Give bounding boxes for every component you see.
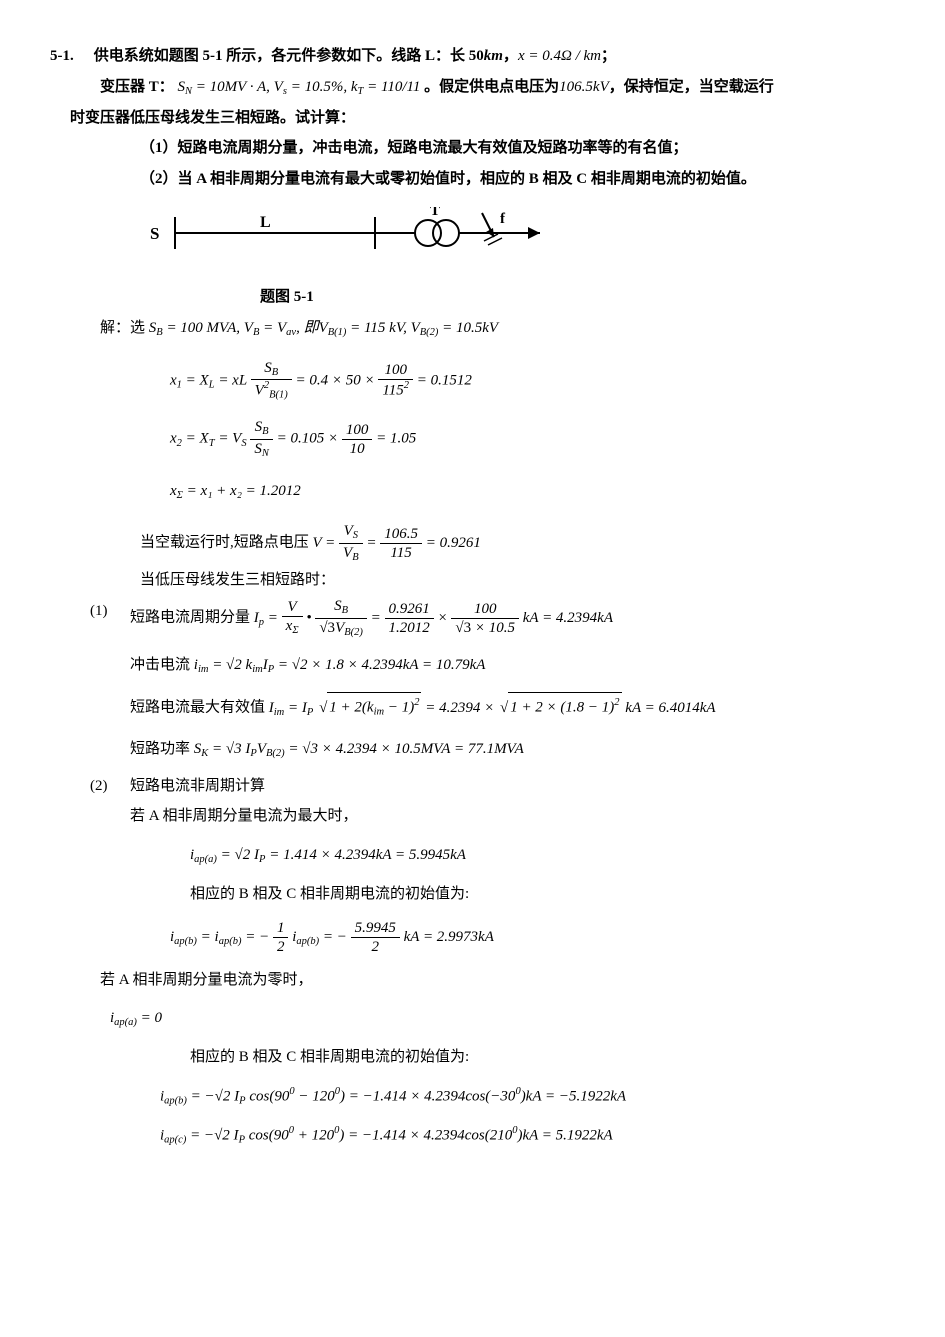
- part1: (1) 短路电流周期分量 Ip = VxΣ • SB√3VB(2) = 0.92…: [50, 597, 895, 639]
- case1: 若 A 相非周期分量电流为最大时，: [50, 802, 895, 831]
- p2-mid: 。假定供电点电压为: [424, 79, 559, 95]
- circuit-diagram: S L T f: [150, 207, 895, 277]
- part2-title: 短路电流非周期计算: [130, 772, 895, 801]
- problem-line-2: 变压器 T： SN = 10MV · A, Vs = 10.5%, kT = 1…: [50, 73, 895, 102]
- part2: (2) 短路电流非周期计算: [50, 772, 895, 801]
- Sk-line: 短路功率 SK = √3 IPVB(2) = √3 × 4.2394 × 10.…: [50, 735, 895, 764]
- part2-label: (2): [90, 772, 130, 801]
- sb-expr: SB = 100 MVA, VB = Vav, 即VB(1) = 115 kV,…: [149, 320, 498, 336]
- when-low-sc: 当低压母线发生三相短路时：: [50, 566, 895, 595]
- iapb2-expr: iap(b) = −√2 IP cos(900 − 1200) = −1.414…: [160, 1082, 895, 1111]
- problem-q2: （2）当 A 相非周期分量电流有最大或零初始值时，相应的 B 相及 C 相非周期…: [50, 165, 895, 194]
- Sk-expr: SK = √3 IPVB(2) = √3 × 4.2394 × 10.5MVA …: [194, 741, 524, 757]
- p2-sn: SN = 10MV · A, Vs = 10.5%, kT = 110/11: [178, 79, 421, 95]
- diagram-label-T: T: [430, 207, 440, 219]
- p2-post: ，保持恒定，当空载运行: [609, 79, 774, 95]
- noload-line: 当空载运行时,短路点电压 V = VSVB = 106.5115 = 0.926…: [50, 522, 895, 564]
- p1-pre: 供电系统如题图 5-1 所示，各元件参数如下。线路 L：长 50: [94, 48, 484, 64]
- eq-x1: x1 = XL = xL SBV2B(1) = 0.4 × 50 × 10011…: [170, 359, 895, 403]
- bc-label2: 相应的 B 相及 C 相非周期电流的初始值为:: [50, 1043, 895, 1072]
- iapb-expr: iap(b) = iap(b) = − 12 iap(b) = − 5.9945…: [170, 919, 895, 956]
- problem-q1: （1）短路电流周期分量，冲击电流，短路电流最大有效值及短路功率等的有名值；: [50, 134, 895, 163]
- iim-line: 冲击电流 iim = √2 kimIP = √2 × 1.8 × 4.2394k…: [50, 651, 895, 680]
- Iim-expr: Iim = IP 1 + 2(kim − 1)2 = 4.2394 × 1 + …: [269, 700, 716, 716]
- diagram-caption: 题图 5-1: [260, 283, 895, 312]
- diagram-label-L: L: [260, 214, 271, 231]
- p1-x: x = 0.4Ω / km: [518, 48, 601, 64]
- part1-title: 短路电流周期分量: [130, 610, 254, 626]
- Iim-line: 短路电流最大有效值 Iim = IP 1 + 2(kim − 1)2 = 4.2…: [50, 692, 895, 722]
- sol-open: 解：选: [100, 320, 145, 336]
- diagram-svg: S L T f: [150, 207, 570, 277]
- eq-xsum: xΣ = x₁ + x₂ = 1.2012: [170, 477, 895, 506]
- iapc2-expr: iap(c) = −√2 IP cos(900 + 1200) = −1.414…: [160, 1121, 895, 1150]
- problem-number: 5-1.: [50, 42, 90, 71]
- p1-post: ；: [601, 48, 616, 64]
- iim-expr: iim = √2 kimIP = √2 × 1.8 × 4.2394kA = 1…: [194, 657, 486, 673]
- part1-label: (1): [90, 597, 130, 639]
- noload-expr: V = VSVB = 106.5115 = 0.9261: [313, 535, 481, 551]
- case2: 若 A 相非周期分量电流为零时，: [50, 966, 895, 995]
- iapa0-expr: iap(a) = 0: [110, 1004, 895, 1033]
- solution-open-line: 解：选 SB = 100 MVA, VB = Vav, 即VB(1) = 115…: [50, 314, 895, 343]
- eq-x2: x2 = XT = VS SBSN = 0.105 × 10010 = 1.05: [170, 418, 895, 460]
- p2-pre: 变压器 T：: [100, 79, 174, 95]
- diagram-label-S: S: [150, 224, 159, 243]
- problem-line-3: 时变压器低压母线发生三相短路。试计算：: [50, 104, 895, 133]
- iapa-expr: iap(a) = √2 IP = 1.414 × 4.2394kA = 5.99…: [190, 841, 895, 870]
- Ip-expr: Ip = VxΣ • SB√3VB(2) = 0.92611.2012 × 10…: [254, 610, 613, 626]
- bc-label1: 相应的 B 相及 C 相非周期电流的初始值为:: [50, 880, 895, 909]
- p1-mid: ，: [503, 48, 518, 64]
- p1-km: km: [484, 48, 503, 64]
- diagram-label-f: f: [500, 211, 506, 227]
- p2-volt: 106.5kV: [559, 79, 609, 95]
- problem-line-1: 5-1. 供电系统如题图 5-1 所示，各元件参数如下。线路 L：长 50km，…: [50, 42, 895, 71]
